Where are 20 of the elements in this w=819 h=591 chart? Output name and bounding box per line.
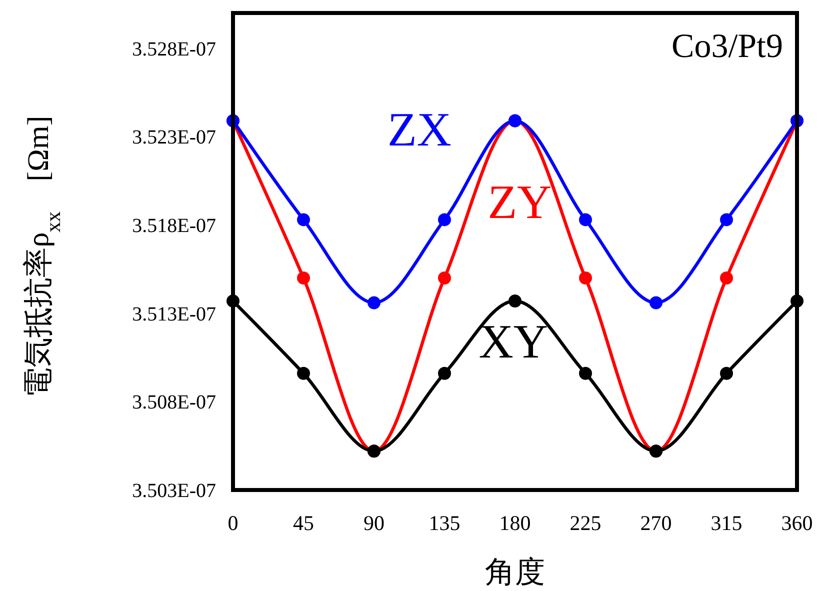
y-tick-label: 3.513E-07 xyxy=(132,303,216,326)
x-tick-label: 180 xyxy=(499,511,531,535)
x-tick-label: 45 xyxy=(293,511,314,535)
y-tick-label: 3.508E-07 xyxy=(132,392,216,414)
y-tick-label: 3.503E-07 xyxy=(132,480,216,502)
x-tick-label: 90 xyxy=(364,511,384,535)
x-tick-label: 270 xyxy=(640,511,672,535)
series-label: ZX xyxy=(387,104,452,156)
chart-title: Co3/Pt9 xyxy=(672,28,783,65)
y-tick-label: 3.518E-07 xyxy=(132,215,216,237)
x-tick-label: 0 xyxy=(228,511,238,535)
series-label: XY xyxy=(478,316,548,368)
x-axis-title: 角度 xyxy=(485,556,545,589)
y-tick-label: 3.523E-07 xyxy=(132,126,216,149)
x-tick-label: 135 xyxy=(428,511,460,535)
x-tick-label: 225 xyxy=(570,511,602,535)
x-tick-label: 360 xyxy=(781,511,813,535)
x-tick-label: 315 xyxy=(710,511,742,535)
series-label: ZY xyxy=(488,176,552,229)
y-tick-label: 3.528E-07 xyxy=(132,38,216,60)
